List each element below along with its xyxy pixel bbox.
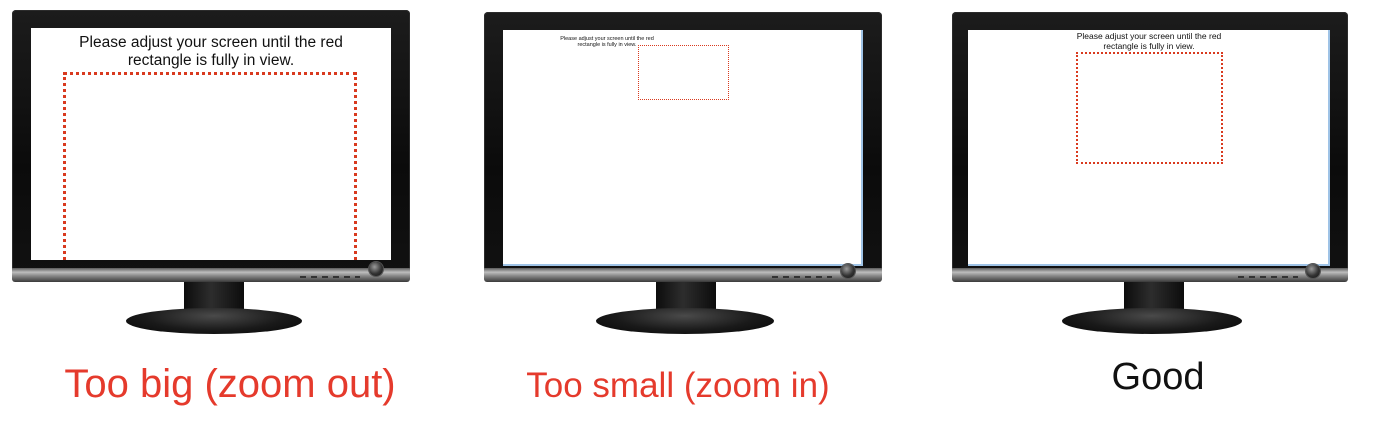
monitor-screen: Please adjust your screen until the red … [31,28,391,260]
monitor-base [1062,308,1242,334]
red-rectangle [1076,52,1223,164]
red-rectangle [63,72,357,260]
power-button-icon [369,262,383,276]
chin-controls [300,276,360,278]
monitor-good: Please adjust your screen until the red … [952,12,1348,337]
monitor-screen: Please adjust your screen until the red … [968,30,1330,266]
screen-message-line1: Please adjust your screen until the red [1076,31,1222,41]
monitor-base [126,308,302,334]
screen-message-line2: rectangle is fully in view. [577,42,637,49]
monitor-chin [952,268,1348,282]
monitor-too-small: Please adjust your screen until the red … [484,12,882,337]
screen-message-line1: Please adjust your screen until the red [79,34,343,51]
power-button-icon [1306,264,1320,278]
caption-too-big: Too big (zoom out) [64,362,396,406]
chin-controls [772,276,832,278]
screen-message-line2: rectangle is fully in view. [127,51,295,69]
monitor-too-big: Please adjust your screen until the red … [12,10,410,335]
screen-message: Please adjust your screen until the red … [968,31,1330,52]
caption-good: Good [1111,356,1205,398]
red-rectangle [638,45,729,100]
monitor-chin [484,268,882,282]
screen-message-line2: rectangle is fully in view. [1103,40,1195,51]
monitor-base [596,308,774,334]
caption-too-small: Too small (zoom in) [526,366,830,405]
screen-message-line1: Please adjust your screen until the red [560,36,654,42]
monitor-chin [12,268,410,282]
screen-message: Please adjust your screen until the red … [31,34,391,70]
screen-message: Please adjust your screen until the red … [503,36,787,49]
power-button-icon [841,264,855,278]
chin-controls [1238,276,1298,278]
monitor-screen: Please adjust your screen until the red … [503,30,863,266]
